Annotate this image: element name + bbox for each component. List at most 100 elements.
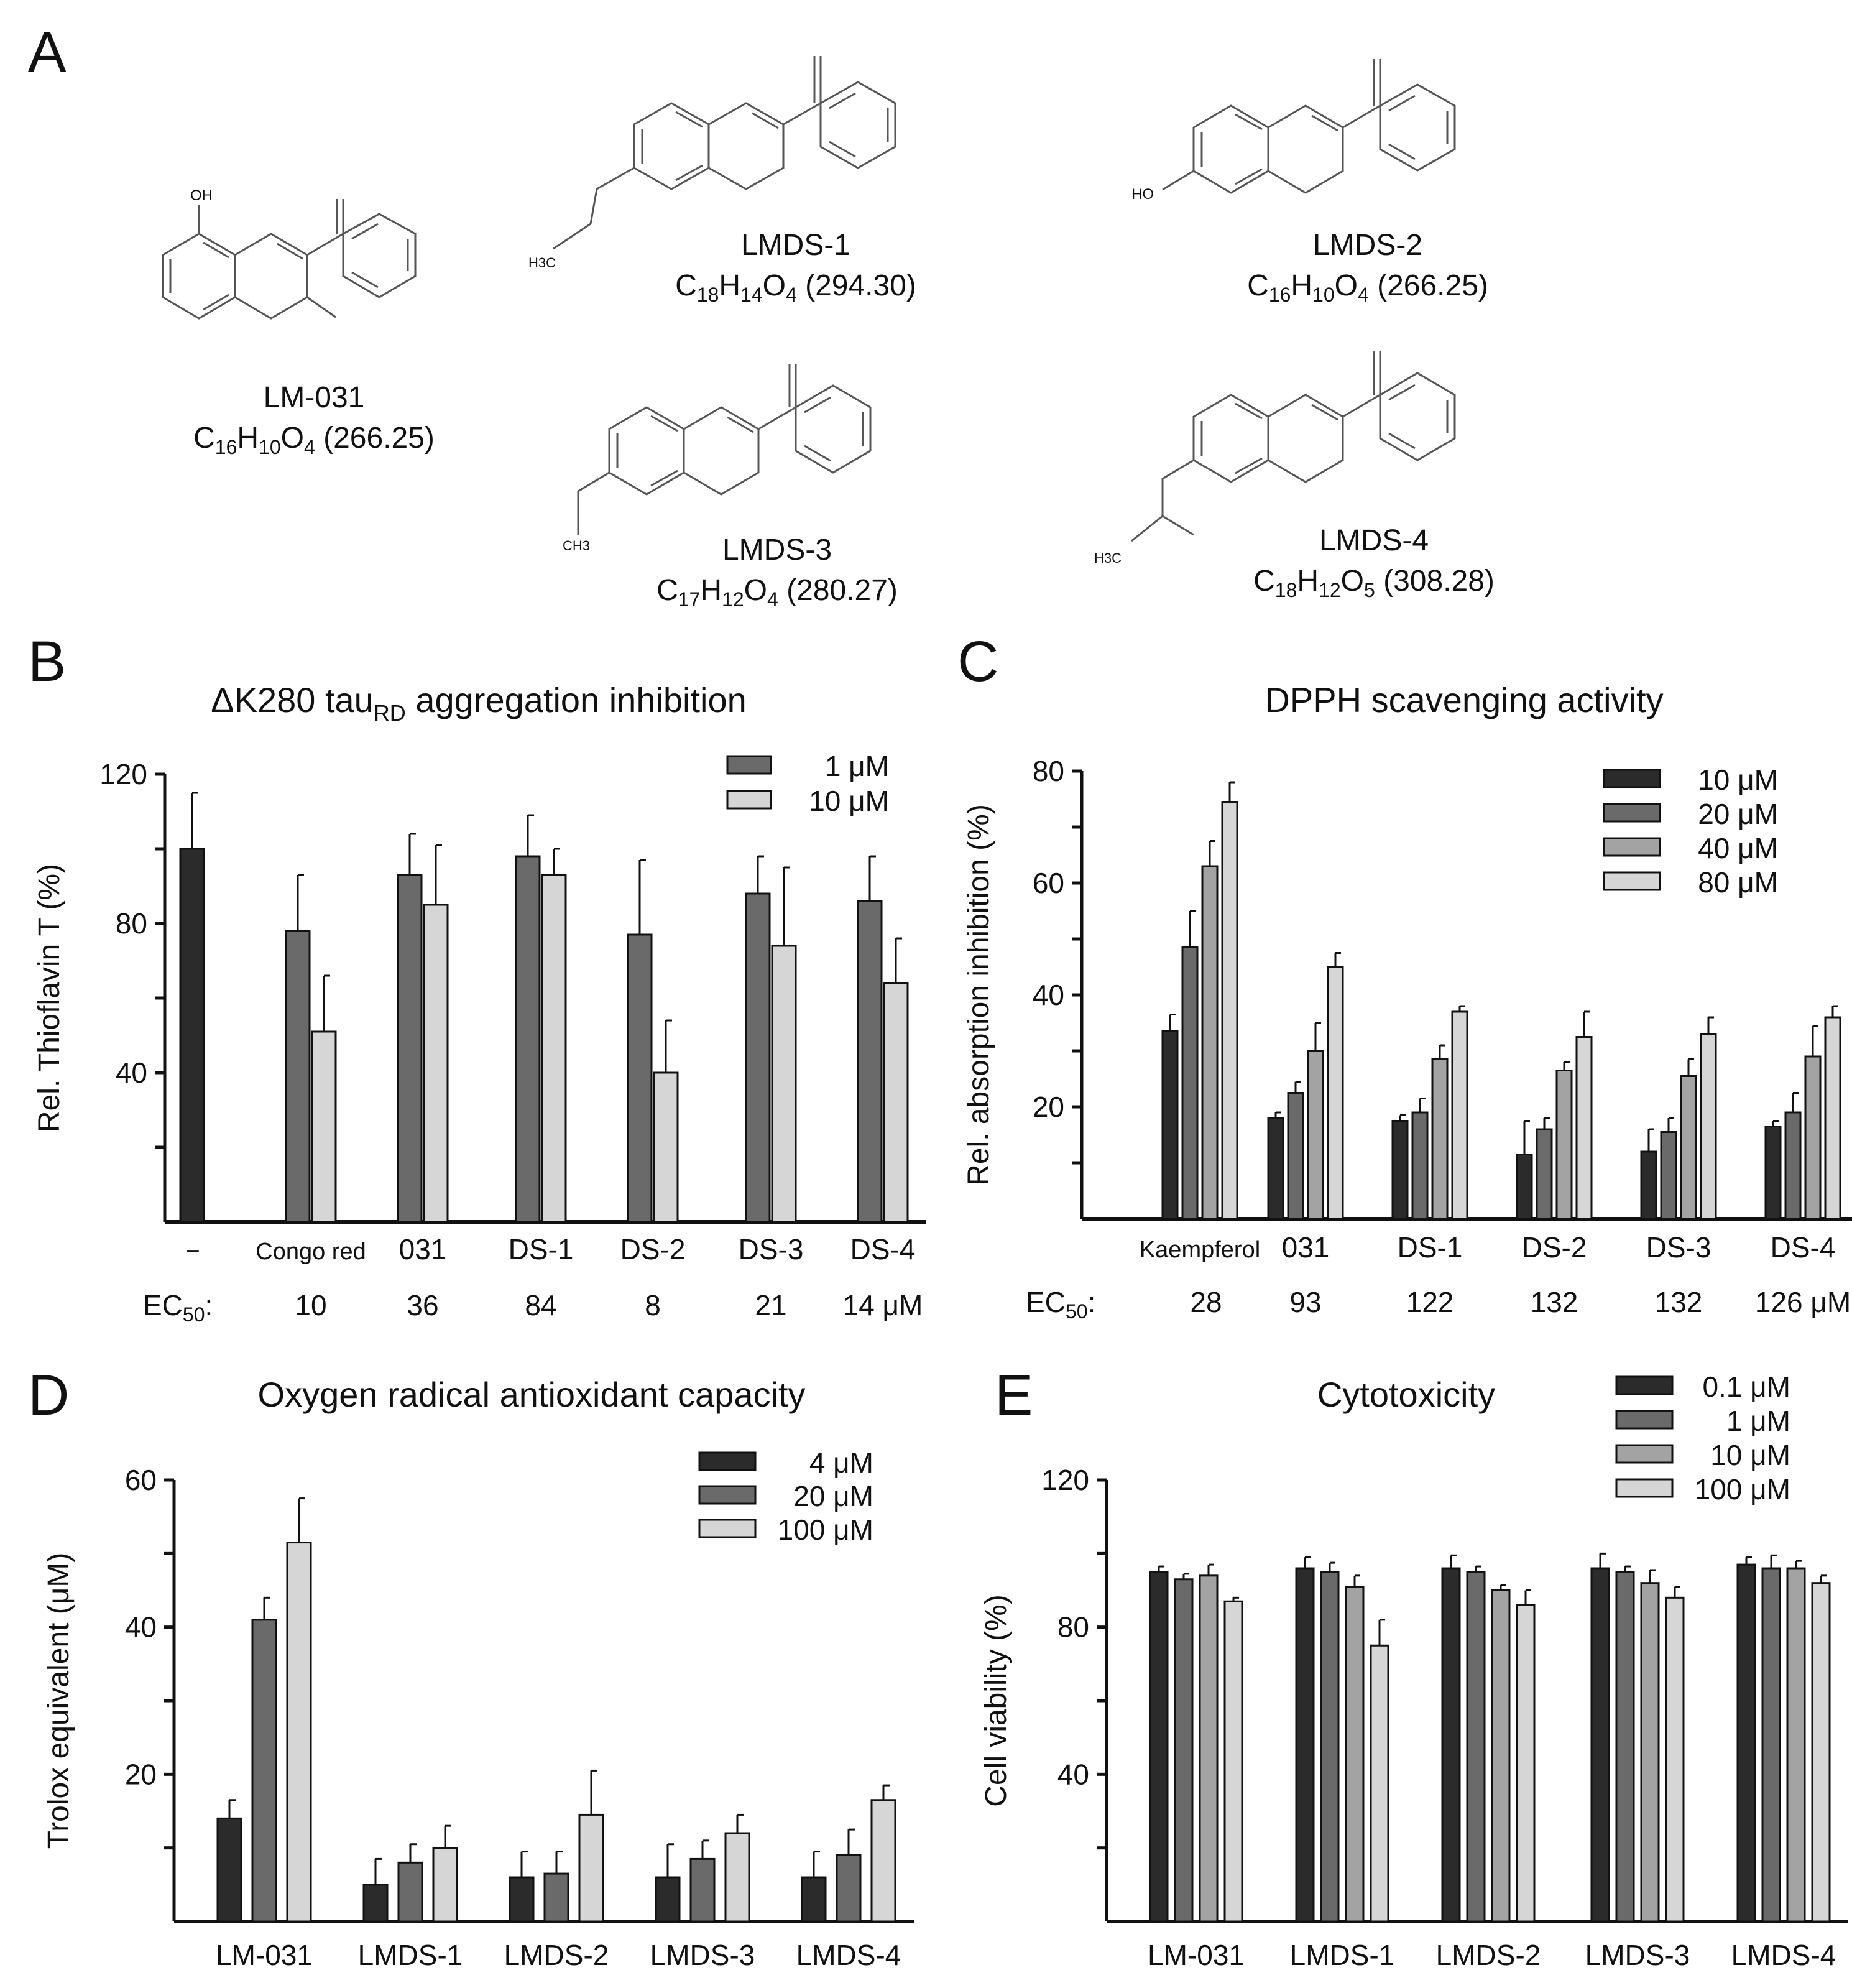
chart-d: 20 40 60 Trolox equivalent (μM) LM-031 LMDS-1…	[42, 1446, 914, 1971]
bar	[801, 1876, 827, 1923]
bar	[1181, 946, 1199, 1220]
bar	[1786, 1567, 1806, 1923]
bar	[362, 1884, 389, 1923]
structure-name-lmds1: LMDS-1	[741, 229, 850, 262]
bar	[771, 945, 797, 1223]
ec50-value: 28	[1190, 1286, 1222, 1318]
structure-name-lmds2: LMDS-2	[1313, 229, 1422, 262]
substituent-lmds4: H3C	[1094, 550, 1122, 566]
bar	[883, 982, 909, 1223]
bar	[515, 855, 541, 1223]
structure-formula-lm031: C16H10O4 (266.25)	[193, 422, 435, 458]
bar	[1811, 1582, 1831, 1923]
chart-b-title: ΔK280 tauRD aggregation inhibition	[211, 680, 747, 726]
bar	[397, 874, 423, 1223]
x-tick-label: LMDS-1	[358, 1939, 463, 1971]
y-tick-label: 40	[116, 1056, 147, 1089]
bar	[1555, 1070, 1573, 1220]
legend-swatch	[726, 790, 772, 810]
ec50-value: 132	[1655, 1286, 1703, 1318]
substituent-lmds3: CH3	[563, 538, 590, 553]
bar	[1660, 1131, 1677, 1220]
bar	[1784, 1111, 1802, 1220]
legend-label: 1 μM	[1726, 1405, 1790, 1437]
legend-swatch	[698, 1519, 757, 1538]
bar	[541, 874, 567, 1223]
bar	[745, 892, 771, 1223]
structure-name-lmds3: LMDS-3	[722, 534, 832, 566]
ec50-value: 84	[525, 1289, 556, 1321]
structure-lmds1	[553, 56, 896, 250]
structure-lmds4	[1131, 351, 1456, 542]
bar	[1665, 1596, 1685, 1923]
chart-e-title: Cytotoxicity	[1317, 1375, 1495, 1414]
structure-lmds2	[1162, 59, 1456, 194]
x-tick-label: DS-2	[1522, 1231, 1587, 1264]
x-tick-label: LMDS-4	[796, 1939, 901, 1971]
bar	[1320, 1571, 1340, 1923]
bar	[1640, 1582, 1660, 1923]
x-tick-label: DS-4	[850, 1233, 916, 1265]
y-tick-label: 20	[1033, 1091, 1064, 1123]
substituent-lmds2: HO	[1131, 186, 1154, 203]
bar	[1764, 1126, 1782, 1220]
structure-formula-lmds3: C17H12O4 (280.27)	[656, 574, 898, 611]
structure-lmds3	[577, 364, 872, 535]
bar	[432, 1847, 458, 1923]
bar	[1201, 865, 1219, 1220]
bar	[1223, 1600, 1243, 1923]
bar	[1149, 1571, 1169, 1923]
bar	[1287, 1092, 1304, 1220]
bar	[1466, 1571, 1486, 1923]
y-tick-label: 80	[116, 907, 147, 940]
x-tick-label: LMDS-3	[650, 1939, 755, 1971]
x-tick-label: DS-4	[1771, 1231, 1836, 1264]
y-tick-label: 40	[125, 1611, 157, 1644]
bar	[627, 933, 653, 1223]
chart-c: 20 40 60 80 Rel. absorption inhibition (%) Ka…	[962, 755, 1852, 1323]
ec50-value: 36	[407, 1289, 438, 1321]
bar	[1307, 1050, 1324, 1220]
legend-label: 0.1 μM	[1702, 1371, 1790, 1403]
x-tick-label: DS-1	[1398, 1231, 1463, 1264]
bar	[1411, 1111, 1429, 1220]
y-axis-label: Rel. Thioflavin T (%)	[33, 864, 66, 1132]
legend-swatch	[726, 755, 772, 775]
bar	[1431, 1058, 1449, 1220]
bar	[543, 1872, 569, 1923]
legend-swatch	[1603, 803, 1661, 823]
bar	[1590, 1567, 1610, 1923]
ec50-value: 8	[645, 1289, 661, 1321]
bar	[1174, 1578, 1194, 1923]
chart-b: 40 80 120 Rel. Thioflavin T (%) − Congo red 03…	[33, 750, 926, 1326]
legend-label: 20 μM	[793, 1480, 873, 1512]
bar	[870, 1799, 896, 1923]
bar	[655, 1876, 681, 1923]
ec50-label: EC50:	[143, 1289, 213, 1326]
y-tick-label: 60	[125, 1464, 157, 1496]
ec50-value: 21	[755, 1289, 786, 1321]
x-tick-label: Kaempferol	[1140, 1237, 1260, 1263]
bar	[1615, 1571, 1635, 1923]
y-tick-label: 120	[1041, 1464, 1089, 1496]
bar	[1736, 1563, 1756, 1923]
legend-swatch	[1603, 871, 1661, 891]
bar	[1295, 1567, 1315, 1923]
legend-label: 100 μM	[1695, 1473, 1790, 1505]
panel-letter-d: D	[28, 1364, 69, 1427]
legend-label: 10 μM	[1710, 1439, 1790, 1471]
x-tick-label: LMDS-1	[1290, 1939, 1395, 1971]
bar	[1391, 1120, 1409, 1220]
y-tick-label: 40	[1057, 1758, 1089, 1790]
bar	[1700, 1033, 1717, 1220]
legend-swatch	[698, 1485, 757, 1505]
structure-formula-lmds2: C16H10O4 (266.25)	[1247, 269, 1488, 306]
structure-lm031	[162, 199, 417, 320]
panel-letter-e: E	[995, 1364, 1033, 1427]
bar	[1761, 1567, 1781, 1923]
legend-swatch	[1603, 837, 1661, 857]
y-tick-label: 40	[1033, 979, 1064, 1011]
x-tick-label: 031	[1282, 1231, 1330, 1264]
panel-letter-a: A	[28, 21, 67, 84]
bar	[836, 1854, 862, 1923]
